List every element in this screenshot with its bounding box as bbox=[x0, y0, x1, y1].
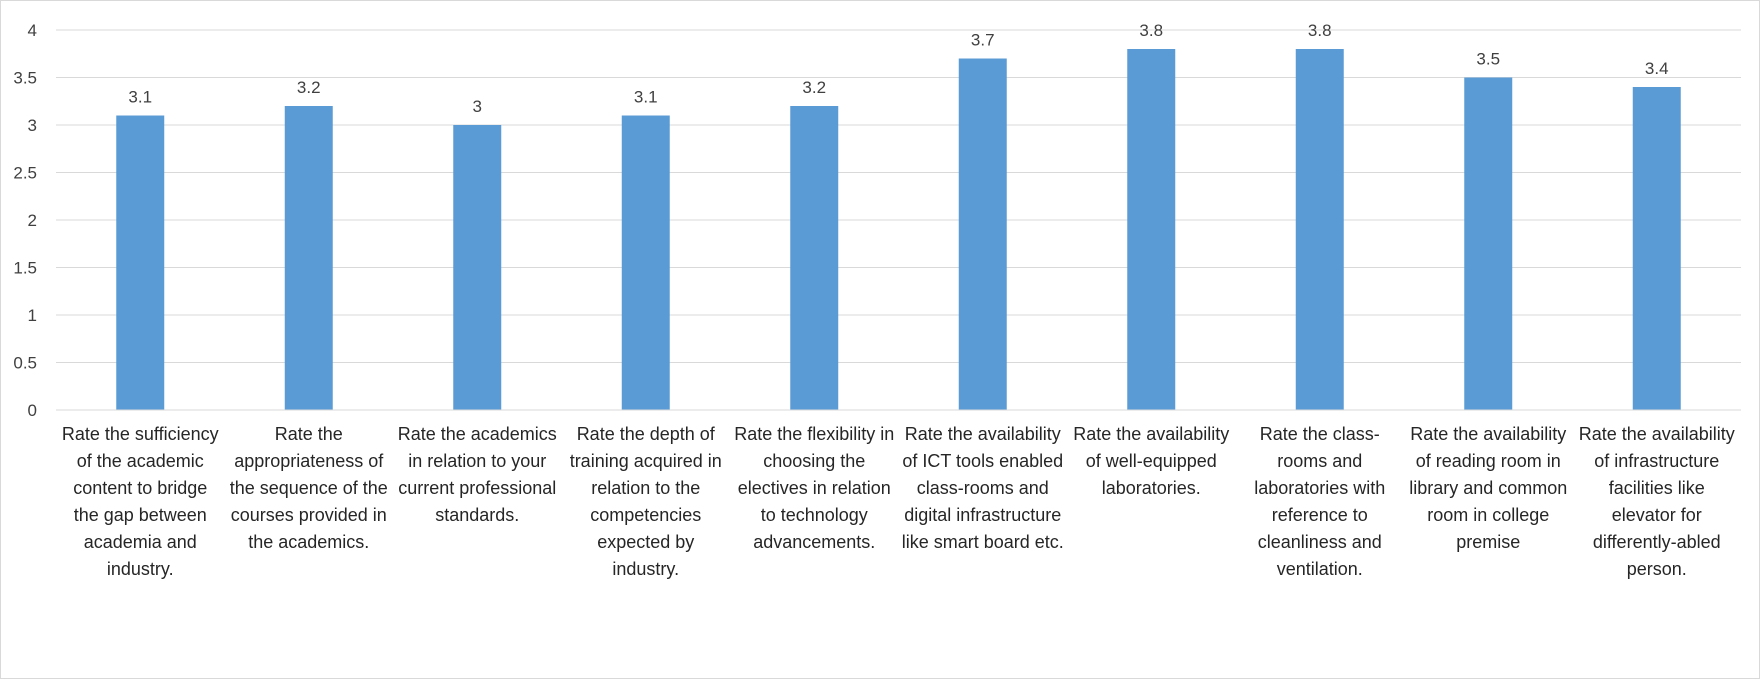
x-tick-label: Rate the sufficiency of the academic con… bbox=[61, 424, 219, 579]
y-tick-label: 0 bbox=[28, 401, 37, 420]
bar bbox=[1464, 77, 1513, 410]
y-tick-label: 2.5 bbox=[13, 164, 37, 183]
data-label: 3.8 bbox=[1308, 21, 1332, 40]
y-axis-ticks: 0 0.5 1 1.5 2 2.5 3 3.5 4 bbox=[13, 21, 37, 420]
bar bbox=[284, 106, 333, 410]
y-tick-label: 3.5 bbox=[13, 69, 37, 88]
data-label: 3.7 bbox=[971, 31, 995, 50]
bar bbox=[1632, 87, 1681, 410]
data-label: 3.1 bbox=[128, 88, 152, 107]
x-tick-label: Rate the availability of reading room in… bbox=[1409, 424, 1568, 552]
bars bbox=[116, 49, 1681, 410]
x-tick-label: Rate the availability of ICT tools enabl… bbox=[901, 424, 1064, 552]
y-tick-label: 0.5 bbox=[13, 354, 37, 373]
data-label: 3 bbox=[473, 97, 482, 116]
x-tick-label: Rate the appropriateness of the sequence… bbox=[229, 424, 388, 552]
data-label: 3.2 bbox=[297, 78, 321, 97]
y-tick-label: 4 bbox=[28, 21, 37, 40]
x-tick-label: Rate the availability of infrastructure … bbox=[1578, 424, 1735, 579]
y-tick-label: 1.5 bbox=[13, 259, 37, 278]
gridlines bbox=[56, 29, 1741, 363]
bar bbox=[790, 106, 839, 410]
bar bbox=[1295, 49, 1344, 410]
bar bbox=[958, 58, 1007, 410]
y-tick-label: 3 bbox=[28, 116, 37, 135]
x-tick-label: Rate the academics in relation to your c… bbox=[397, 424, 557, 525]
y-tick-label: 1 bbox=[28, 306, 37, 325]
x-tick-label: Rate the flexibility in choosing the ele… bbox=[734, 424, 895, 552]
data-label: 3.1 bbox=[634, 88, 658, 107]
x-tick-label: Rate the depth of training acquired in r… bbox=[569, 424, 722, 579]
data-label: 3.8 bbox=[1139, 21, 1163, 40]
data-label: 3.5 bbox=[1476, 50, 1500, 69]
x-tick-label: Rate the class-rooms and laboratories wi… bbox=[1254, 424, 1386, 579]
bar bbox=[453, 125, 502, 410]
bar bbox=[621, 115, 670, 410]
y-tick-label: 2 bbox=[28, 211, 37, 230]
data-label: 3.2 bbox=[802, 78, 826, 97]
data-label: 3.4 bbox=[1645, 59, 1669, 78]
bar bbox=[116, 115, 165, 410]
bar bbox=[1127, 49, 1176, 410]
data-labels: 3.1 3.2 3 3.1 3.2 3.7 3.8 3.8 3.5 3.4 bbox=[128, 21, 1668, 116]
x-tick-label: Rate the availability of well-equipped l… bbox=[1073, 424, 1230, 498]
